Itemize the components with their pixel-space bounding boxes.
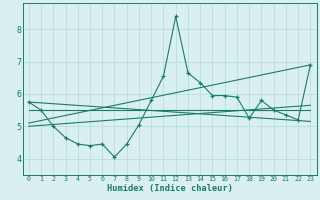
X-axis label: Humidex (Indice chaleur): Humidex (Indice chaleur) xyxy=(107,184,233,193)
